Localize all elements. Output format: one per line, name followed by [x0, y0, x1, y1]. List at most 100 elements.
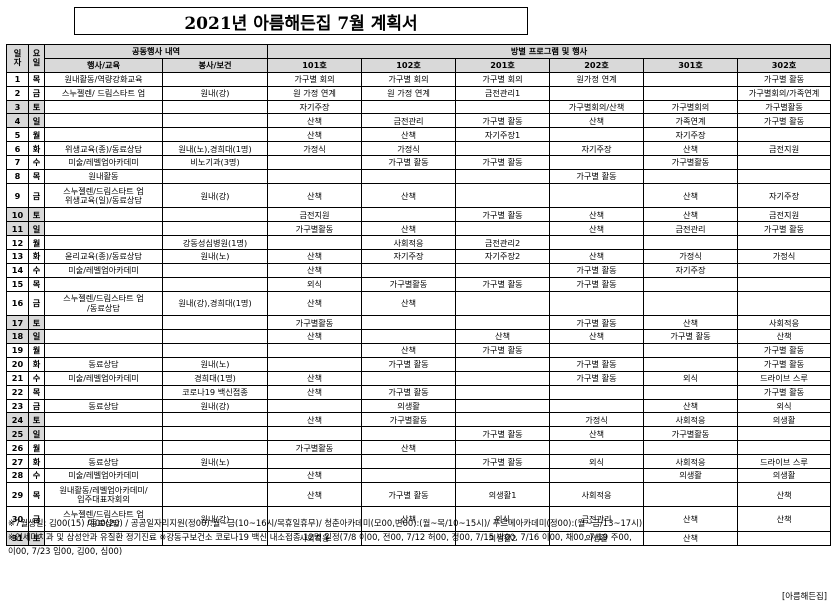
- room-cell: [361, 370, 457, 386]
- edu-cell: [44, 343, 163, 358]
- room-cell: [455, 315, 551, 331]
- room-cell: [737, 235, 832, 251]
- room-cell: 가구별 활동: [455, 113, 551, 129]
- room-cell: [737, 169, 832, 184]
- room-cell: 드라이브 스루: [737, 454, 832, 470]
- table-row: 14 수 미술/레벨업아카데미 산책 가구별 활동 자기주장: [6, 262, 832, 278]
- weekday-cell: 목: [28, 481, 45, 508]
- room-cell: [643, 71, 739, 87]
- table-row: 23 금 동료상담 원내(강) 의생활 산책 외식: [6, 398, 832, 414]
- room-cell: [455, 370, 551, 386]
- room-cell: 금전지원: [267, 207, 363, 223]
- edu-cell: [44, 99, 163, 115]
- room-cell: 금전지원: [737, 141, 832, 157]
- weekday-cell: 토: [28, 99, 45, 115]
- room-cell: 가구별 활동: [361, 356, 457, 372]
- room-cell: 산책: [267, 481, 363, 508]
- room-cell: 산책: [549, 221, 645, 237]
- room-cell: 가족연계: [643, 113, 739, 129]
- day-cell: 7: [6, 155, 29, 171]
- page-title: 2021년 아름해든집 7월 계획서: [74, 7, 528, 35]
- room-cell: 가구별 활동: [455, 426, 551, 442]
- room-cell: 가구별회의/가족연계: [737, 85, 832, 101]
- room-cell: 가구별 활동: [455, 454, 551, 470]
- room-cell: 자기주장: [737, 182, 832, 209]
- room-cell: 원 가정 연계: [267, 85, 363, 101]
- service-cell: 원내(강): [161, 85, 269, 101]
- room-cell: [549, 398, 645, 414]
- room-cell: 가정식: [737, 249, 832, 264]
- weekday-cell: 금: [28, 290, 45, 317]
- room-cell: 드라이브 스루: [737, 370, 832, 386]
- room-cell: 가구별 회의: [267, 71, 363, 87]
- edu-cell: 동료상담: [44, 454, 163, 470]
- room-header: 202호: [549, 57, 645, 73]
- room-cell: 자기주장: [643, 127, 739, 143]
- room-cell: 외식: [737, 398, 832, 414]
- table-row: 26 월 가구별활동 산책: [6, 440, 832, 456]
- room-cell: 가정식: [361, 141, 457, 157]
- room-cell: 산책: [361, 343, 457, 358]
- table-row: 19 월 산책 가구별 활동 가구별 활동: [6, 343, 832, 358]
- day-cell: 18: [6, 329, 29, 345]
- edu-cell: [44, 276, 163, 292]
- service-cell: 원내(강),경희대(1명): [161, 290, 269, 317]
- edu-cell: [44, 329, 163, 345]
- weekday-cell: 목: [28, 384, 45, 400]
- room-cell: 가구별 활동: [549, 276, 645, 292]
- room-cell: 외식: [549, 454, 645, 470]
- weekday-cell: 금: [28, 182, 45, 209]
- room-cell: 산책: [737, 506, 832, 532]
- room-cell: [455, 262, 551, 278]
- room-cell: 가구별 활동: [455, 155, 551, 171]
- note-line: ※7월생일: 김00(15) 이00(20) / 공공일자리지원(정00):월~…: [8, 518, 643, 528]
- room-cell: [737, 262, 832, 278]
- room-cell: [737, 426, 832, 442]
- room-cell: 금전관리: [361, 113, 457, 129]
- room-cell: 가구별활동: [267, 315, 363, 331]
- room-cell: [643, 85, 739, 101]
- room-cell: [267, 356, 363, 372]
- edu-cell: [44, 440, 163, 456]
- day-cell: 17: [6, 315, 29, 331]
- room-cell: [361, 329, 457, 345]
- day-cell: 21: [6, 370, 29, 386]
- edu-cell: 스누젤렌/ 드림스타트 업: [44, 85, 163, 101]
- table-row: 16 금 스누젤렌/드림스타트 업 /동료상담 원내(강),경희대(1명) 산책 산책: [6, 290, 832, 317]
- weekday-cell: 일: [28, 426, 45, 442]
- room-cell: 가구별활동: [643, 426, 739, 442]
- room-cell: [455, 221, 551, 237]
- room-cell: 가구별회의/산책: [549, 99, 645, 115]
- service-cell: 원내(노): [161, 356, 269, 372]
- room-cell: 가구별 활동: [737, 356, 832, 372]
- day-cell: 31: [6, 530, 29, 546]
- room-cell: 산책: [267, 113, 363, 129]
- room-cell: [361, 207, 457, 223]
- note-line: 이00, 7/23 임00, 김00, 심00): [8, 546, 123, 556]
- table-row: 31 토 사회적응 의생활2 의생활 산책: [6, 530, 832, 546]
- room-header: 302호: [737, 57, 832, 73]
- room-cell: 가구별 활동: [455, 207, 551, 223]
- room-cell: 의생활1: [455, 481, 551, 508]
- room-cell: [737, 440, 832, 456]
- room-cell: [643, 440, 739, 456]
- room-cell: 가구별 회의: [361, 71, 457, 87]
- table-row: 7 수 미술/레벨업아카데미 비노기과(3명) 가구별 활동 가구별 활동 가구별활동: [6, 155, 832, 171]
- room-cell: [267, 426, 363, 442]
- room-cell: 산책: [361, 221, 457, 237]
- room-cell: 산책: [549, 426, 645, 442]
- room-cell: 자기주장: [267, 99, 363, 115]
- room-cell: [361, 315, 457, 331]
- table-row: 6 화 위생교육(종)/동료상담 원내(노),경희대(1명) 가정식 가정식 자기주장 산책 금…: [6, 141, 832, 157]
- room-cell: [361, 169, 457, 184]
- room-cell: [361, 426, 457, 442]
- room-cell: 자기주장1: [455, 127, 551, 143]
- weekday-cell: 월: [28, 440, 45, 456]
- weekday-cell: 월: [28, 127, 45, 143]
- table-row: 9 금 스누젤렌/드림스타트 업 위생교육(일)/동료상담 원내(강) 산책 산책 산책 자기…: [6, 182, 832, 209]
- weekday-cell: 금: [28, 85, 45, 101]
- weekday-cell: 화: [28, 454, 45, 470]
- room-cell: 가구별 활동: [737, 221, 832, 237]
- room-cell: 가구별활동: [267, 440, 363, 456]
- room-cell: [267, 169, 363, 184]
